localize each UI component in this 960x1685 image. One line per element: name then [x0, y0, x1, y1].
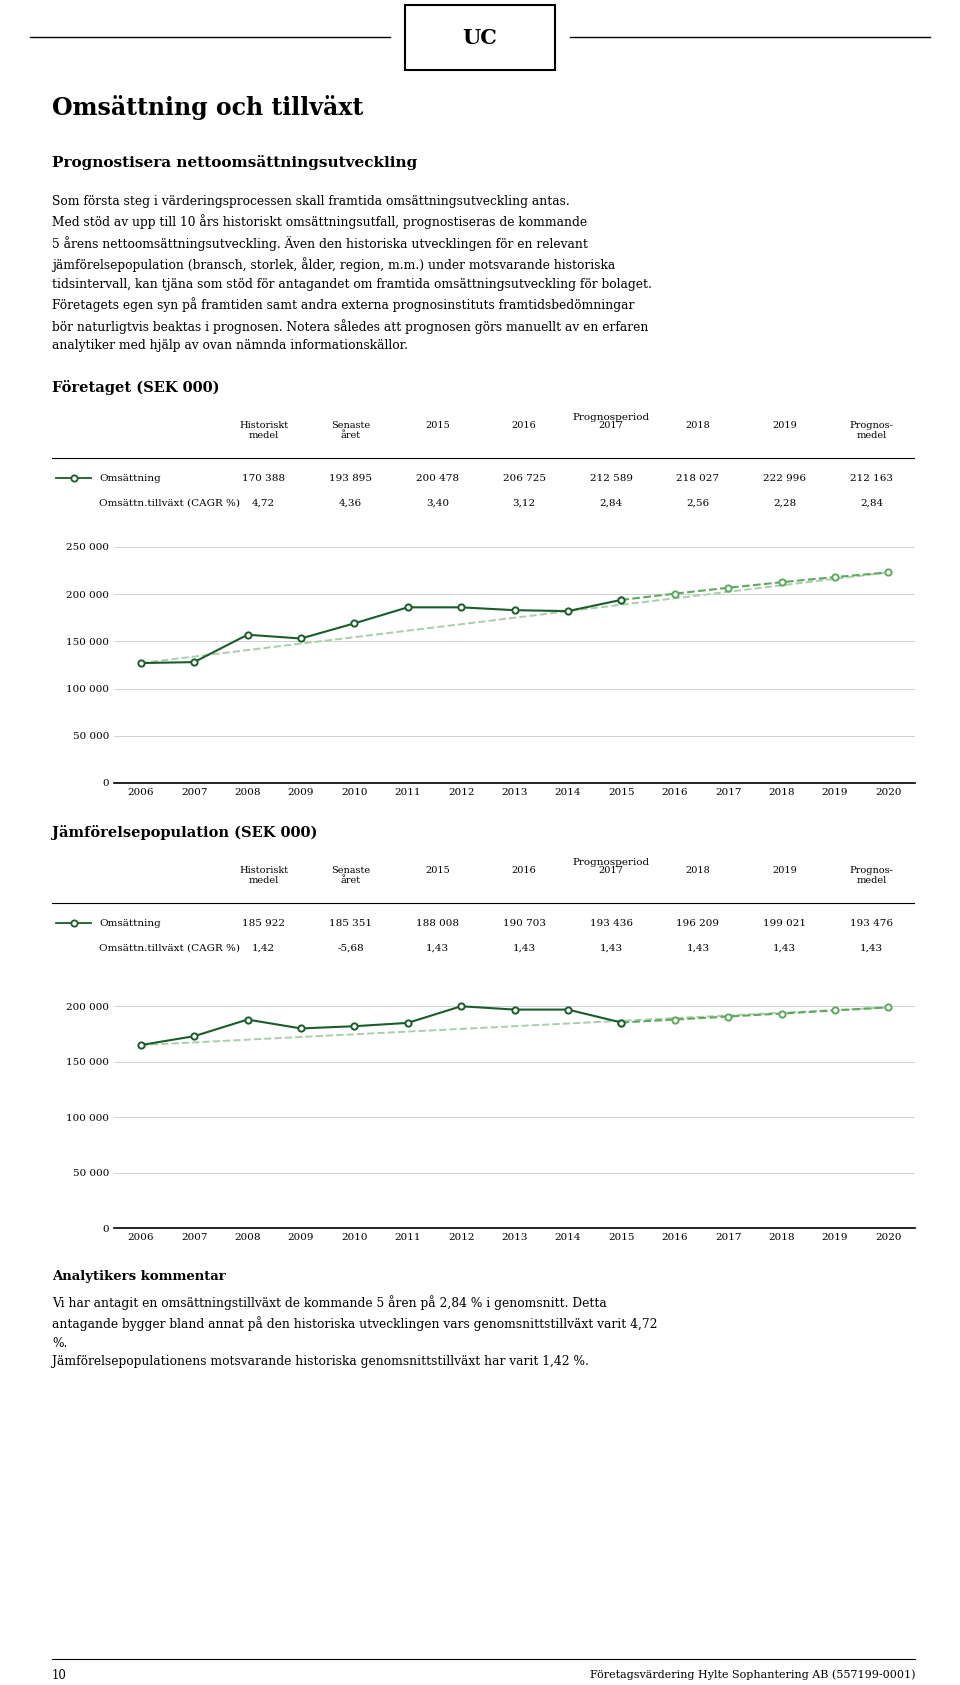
Text: Analytikers kommentar: Analytikers kommentar	[52, 1270, 226, 1282]
Text: 2015: 2015	[425, 421, 449, 430]
Text: Omsättn.tillväxt (CAGR %): Omsättn.tillväxt (CAGR %)	[100, 944, 240, 954]
Text: 1,42: 1,42	[252, 944, 276, 954]
Text: 1,43: 1,43	[513, 944, 536, 954]
Text: Jämförelsepopulation (SEK 000): Jämförelsepopulation (SEK 000)	[52, 826, 318, 841]
Text: 1,43: 1,43	[599, 944, 623, 954]
Text: 193 895: 193 895	[329, 473, 372, 482]
Text: 196 209: 196 209	[677, 918, 719, 928]
Text: 190 703: 190 703	[503, 918, 545, 928]
Text: Prognos-
medel: Prognos- medel	[850, 421, 894, 440]
Text: Företagsvärdering Hylte Sophantering AB (557199-0001): Företagsvärdering Hylte Sophantering AB …	[589, 1670, 915, 1680]
Text: Prognostisera nettoomsättningsutveckling: Prognostisera nettoomsättningsutveckling	[52, 155, 418, 170]
Text: 222 996: 222 996	[763, 473, 806, 482]
Text: 2018: 2018	[685, 866, 710, 875]
Text: 170 388: 170 388	[242, 473, 285, 482]
Text: 1,43: 1,43	[773, 944, 796, 954]
Text: Senaste
året: Senaste året	[331, 421, 371, 440]
Text: 2019: 2019	[773, 421, 797, 430]
Text: Omsättning och tillväxt: Omsättning och tillväxt	[52, 94, 363, 120]
Text: 200 478: 200 478	[416, 473, 459, 482]
Text: 4,36: 4,36	[339, 499, 362, 507]
Text: Historiskt
medel: Historiskt medel	[239, 866, 288, 885]
Text: 188 008: 188 008	[416, 918, 459, 928]
Text: 4,72: 4,72	[252, 499, 276, 507]
Text: 2016: 2016	[512, 421, 537, 430]
Text: 1,43: 1,43	[686, 944, 709, 954]
Text: 3,40: 3,40	[426, 499, 449, 507]
Text: 1,43: 1,43	[426, 944, 449, 954]
Text: -5,68: -5,68	[337, 944, 364, 954]
Text: Historiskt
medel: Historiskt medel	[239, 421, 288, 440]
Text: 2,84: 2,84	[599, 499, 623, 507]
Text: 2016: 2016	[512, 866, 537, 875]
Text: 212 589: 212 589	[589, 473, 633, 482]
Text: 3,12: 3,12	[513, 499, 536, 507]
Text: Prognos-
medel: Prognos- medel	[850, 866, 894, 885]
Text: Som första steg i värderingsprocessen skall framtida omsättningsutveckling antas: Som första steg i värderingsprocessen sk…	[52, 195, 652, 352]
Text: Omsättning: Omsättning	[100, 918, 161, 928]
Text: 212 163: 212 163	[851, 473, 893, 482]
Text: 10: 10	[52, 1668, 67, 1682]
Text: 2015: 2015	[425, 866, 449, 875]
Text: 185 922: 185 922	[242, 918, 285, 928]
Text: 2,28: 2,28	[773, 499, 796, 507]
Text: 2017: 2017	[599, 866, 623, 875]
Text: Omsättning: Omsättning	[100, 473, 161, 482]
Text: Företaget (SEK 000): Företaget (SEK 000)	[52, 381, 220, 394]
Text: 193 436: 193 436	[589, 918, 633, 928]
Text: Prognosperiod: Prognosperiod	[572, 858, 650, 868]
Text: 185 351: 185 351	[329, 918, 372, 928]
Text: Vi har antagit en omsättningstillväxt de kommande 5 åren på 2,84 % i genomsnitt.: Vi har antagit en omsättningstillväxt de…	[52, 1296, 658, 1368]
Text: 2,84: 2,84	[860, 499, 883, 507]
Text: 218 027: 218 027	[677, 473, 719, 482]
Text: Omsättn.tillväxt (CAGR %): Omsättn.tillväxt (CAGR %)	[100, 499, 240, 507]
Text: 199 021: 199 021	[763, 918, 806, 928]
Text: 2017: 2017	[599, 421, 623, 430]
Text: Prognosperiod: Prognosperiod	[572, 413, 650, 423]
Text: 206 725: 206 725	[503, 473, 545, 482]
Text: 2019: 2019	[773, 866, 797, 875]
Text: 2018: 2018	[685, 421, 710, 430]
Text: UC: UC	[463, 27, 497, 47]
Text: 1,43: 1,43	[860, 944, 883, 954]
Text: 2,56: 2,56	[686, 499, 709, 507]
Text: 193 476: 193 476	[851, 918, 893, 928]
Text: Senaste
året: Senaste året	[331, 866, 371, 885]
